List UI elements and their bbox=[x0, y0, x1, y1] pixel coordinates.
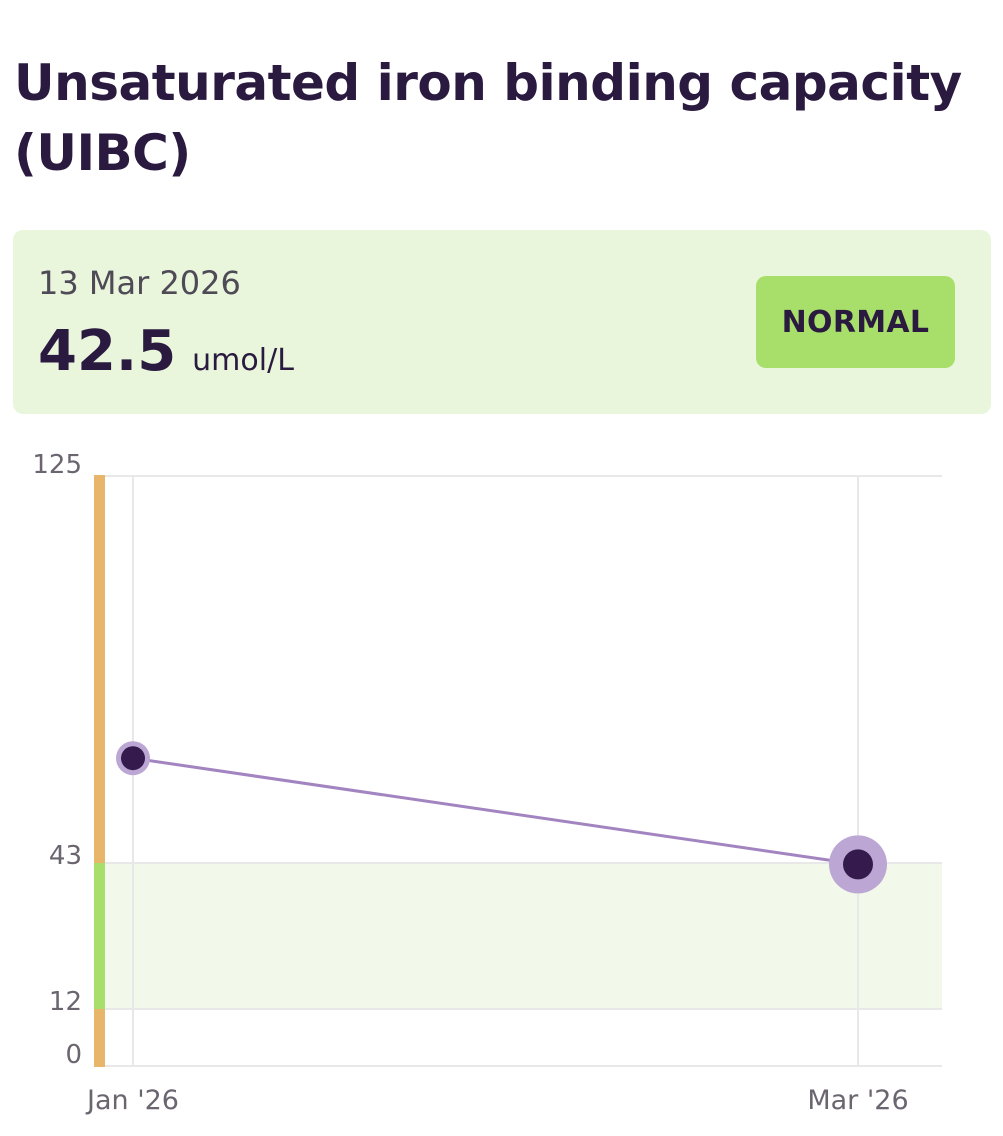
result-value-row: 42.5 umol/L bbox=[38, 322, 294, 382]
range-indicator-bar bbox=[94, 475, 105, 1067]
range-bar-high bbox=[94, 475, 105, 863]
data-points bbox=[116, 741, 887, 894]
y-tick-label: 125 bbox=[32, 450, 82, 480]
result-unit: umol/L bbox=[192, 343, 294, 378]
y-tick-label: 0 bbox=[65, 1040, 82, 1070]
x-axis-ticks: Jan '26 Mar '26 bbox=[85, 1085, 909, 1116]
x-tick-label: Jan '26 bbox=[85, 1085, 179, 1116]
data-point-jan[interactable] bbox=[116, 741, 150, 776]
page-title: Unsaturated iron binding capacity (UIBC) bbox=[14, 54, 962, 182]
horizontal-gridlines bbox=[95, 475, 942, 1067]
data-point-marker bbox=[843, 849, 873, 880]
y-tick-label: 12 bbox=[49, 987, 82, 1017]
x-tick-label: Mar '26 bbox=[807, 1085, 908, 1116]
y-axis-ticks: 125 43 12 0 bbox=[32, 450, 82, 1070]
y-tick-label: 43 bbox=[49, 841, 82, 871]
range-bar-normal bbox=[94, 863, 105, 1009]
series-line bbox=[132, 756, 859, 866]
range-bar-low bbox=[94, 1009, 105, 1067]
data-point-marker bbox=[121, 746, 145, 771]
uibc-trend-chart: 125 43 12 0 Jan '26 Mar '26 bbox=[32, 450, 942, 1116]
data-point-mar[interactable] bbox=[829, 835, 887, 894]
result-value: 42.5 bbox=[38, 319, 177, 384]
result-date: 13 Mar 2026 bbox=[38, 264, 241, 302]
status-badge: NORMAL bbox=[756, 276, 955, 368]
latest-result-card: 13 Mar 2026 42.5 umol/L NORMAL bbox=[13, 230, 991, 414]
normal-range-band bbox=[95, 863, 942, 1009]
